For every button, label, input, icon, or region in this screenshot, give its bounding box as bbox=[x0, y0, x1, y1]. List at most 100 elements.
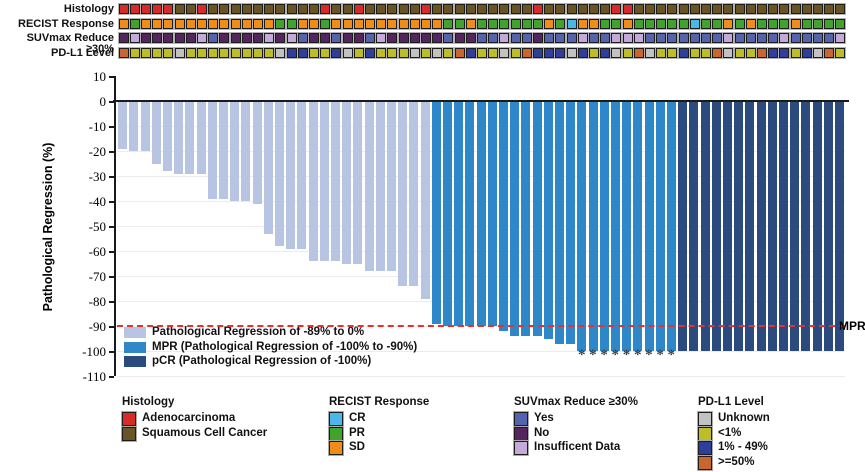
legend-swatch-pdl1 bbox=[698, 455, 712, 470]
annotation-cell-histology bbox=[768, 4, 779, 14]
patient-bar bbox=[790, 101, 800, 351]
patient-bar bbox=[140, 101, 150, 151]
annotation-cell-histology bbox=[488, 4, 499, 14]
annotation-cell-suvmax bbox=[331, 33, 342, 44]
annotation-cell-recist bbox=[689, 18, 700, 29]
patient-bar bbox=[319, 101, 329, 261]
annotation-cell-recist bbox=[521, 18, 532, 29]
annotation-cell-suvmax bbox=[219, 33, 230, 44]
annotation-cell-suvmax bbox=[141, 33, 151, 44]
annotation-cell-histology bbox=[544, 4, 555, 14]
track-label-histology: Histology bbox=[63, 3, 114, 15]
annotation-cell-suvmax bbox=[253, 33, 263, 44]
annotation-cell-pdl1 bbox=[656, 47, 667, 58]
annotation-cell-suvmax bbox=[723, 33, 734, 44]
asterisk-marker: * bbox=[600, 347, 608, 363]
annotation-cell-recist bbox=[835, 18, 846, 29]
annotation-cell-suvmax bbox=[813, 33, 823, 44]
legend-swatch-pdl1 bbox=[698, 426, 712, 441]
legend-swatch-recist bbox=[329, 426, 343, 441]
annotation-cell-pdl1 bbox=[365, 47, 375, 58]
legend-item-label: Adenocarcinoma bbox=[142, 412, 236, 424]
annotation-cell-recist bbox=[667, 18, 678, 29]
y-axis-tick-label: -40 bbox=[88, 194, 106, 209]
annotation-cell-suvmax bbox=[477, 33, 487, 44]
annotation-cell-pdl1 bbox=[757, 47, 767, 58]
patient-bar bbox=[353, 101, 363, 264]
patient-bar bbox=[442, 101, 452, 326]
y-axis-tick-label: -90 bbox=[88, 319, 106, 334]
annotation-cell-recist bbox=[622, 18, 633, 29]
legend-swatch-pdl1 bbox=[698, 412, 712, 426]
annotation-cell-recist bbox=[555, 18, 566, 29]
annotation-cell-recist bbox=[443, 18, 454, 29]
y-axis-tick-label: -70 bbox=[88, 269, 106, 284]
annotation-cell-recist bbox=[174, 18, 185, 29]
annotation-cell-histology bbox=[286, 4, 297, 14]
annotation-cell-pdl1 bbox=[174, 47, 185, 58]
y-axis-tick bbox=[109, 201, 114, 203]
y-axis-tick-label: -50 bbox=[88, 219, 106, 234]
patient-bar bbox=[678, 101, 688, 351]
legend-swatch-histology bbox=[122, 426, 136, 441]
annotation-cell-pdl1 bbox=[286, 47, 297, 58]
annotation-cell-histology bbox=[566, 4, 577, 14]
annotation-cell-suvmax bbox=[566, 33, 577, 44]
annotation-cell-recist bbox=[577, 18, 588, 29]
annotation-cell-recist bbox=[801, 18, 812, 29]
legend-group-title: PD-L1 Level bbox=[698, 396, 764, 408]
legend-item-label: SD bbox=[349, 441, 365, 454]
annotation-cell-histology bbox=[241, 4, 252, 14]
annotation-cell-histology bbox=[185, 4, 196, 14]
patient-bar bbox=[364, 101, 374, 271]
annotation-cell-histology bbox=[477, 4, 487, 14]
annotation-cell-suvmax bbox=[387, 33, 398, 44]
annotation-cell-suvmax bbox=[712, 33, 723, 44]
annotation-cell-recist bbox=[824, 18, 835, 29]
annotation-cell-pdl1 bbox=[253, 47, 263, 58]
annotation-cell-suvmax bbox=[398, 33, 409, 44]
patient-bar bbox=[487, 101, 497, 326]
annotation-cell-pdl1 bbox=[723, 47, 734, 58]
annotation-cell-histology bbox=[230, 4, 241, 14]
legend-swatch-recist bbox=[329, 441, 343, 456]
annotation-cell-histology bbox=[790, 4, 801, 14]
annotation-cell-suvmax bbox=[600, 33, 611, 44]
annotation-cell-pdl1 bbox=[622, 47, 633, 58]
legend-item-label: Squamous Cell Cancer bbox=[142, 426, 268, 439]
annotation-cell-recist bbox=[477, 18, 487, 29]
annotation-cell-recist bbox=[734, 18, 745, 29]
annotation-cell-suvmax bbox=[779, 33, 790, 44]
annotation-cell-recist bbox=[398, 18, 409, 29]
annotation-cell-pdl1 bbox=[331, 47, 342, 58]
annotation-cell-suvmax bbox=[656, 33, 667, 44]
annotation-cell-recist bbox=[286, 18, 297, 29]
annotation-cell-histology bbox=[141, 4, 151, 14]
annotation-cell-histology bbox=[689, 4, 700, 14]
patient-bar bbox=[633, 101, 643, 351]
patient-bar bbox=[577, 101, 587, 351]
patient-bar bbox=[543, 101, 553, 339]
legend-group-title: Histology bbox=[122, 396, 175, 408]
patient-bar bbox=[834, 101, 844, 351]
annotation-cell-pdl1 bbox=[454, 47, 465, 58]
annotation-cell-histology bbox=[432, 4, 443, 14]
bar-class-swatch bbox=[124, 356, 146, 368]
annotation-cell-pdl1 bbox=[521, 47, 532, 58]
patient-bar bbox=[162, 101, 172, 171]
legend-swatch-recist bbox=[329, 412, 343, 426]
patient-bar bbox=[599, 101, 609, 351]
annotation-cell-suvmax bbox=[174, 33, 185, 44]
y-axis-tick-label: 10 bbox=[93, 69, 106, 84]
annotation-cell-pdl1 bbox=[813, 47, 823, 58]
annotation-cell-recist bbox=[197, 18, 207, 29]
annotation-cell-pdl1 bbox=[790, 47, 801, 58]
patient-bar bbox=[711, 101, 721, 351]
annotation-cell-recist bbox=[241, 18, 252, 29]
track-label-pdl1: PD-L1 Level bbox=[51, 46, 114, 59]
annotation-cell-pdl1 bbox=[219, 47, 230, 58]
annotation-cell-suvmax bbox=[701, 33, 711, 44]
annotation-cell-histology bbox=[264, 4, 275, 14]
annotation-cell-histology bbox=[365, 4, 375, 14]
asterisk-marker: * bbox=[577, 347, 586, 363]
